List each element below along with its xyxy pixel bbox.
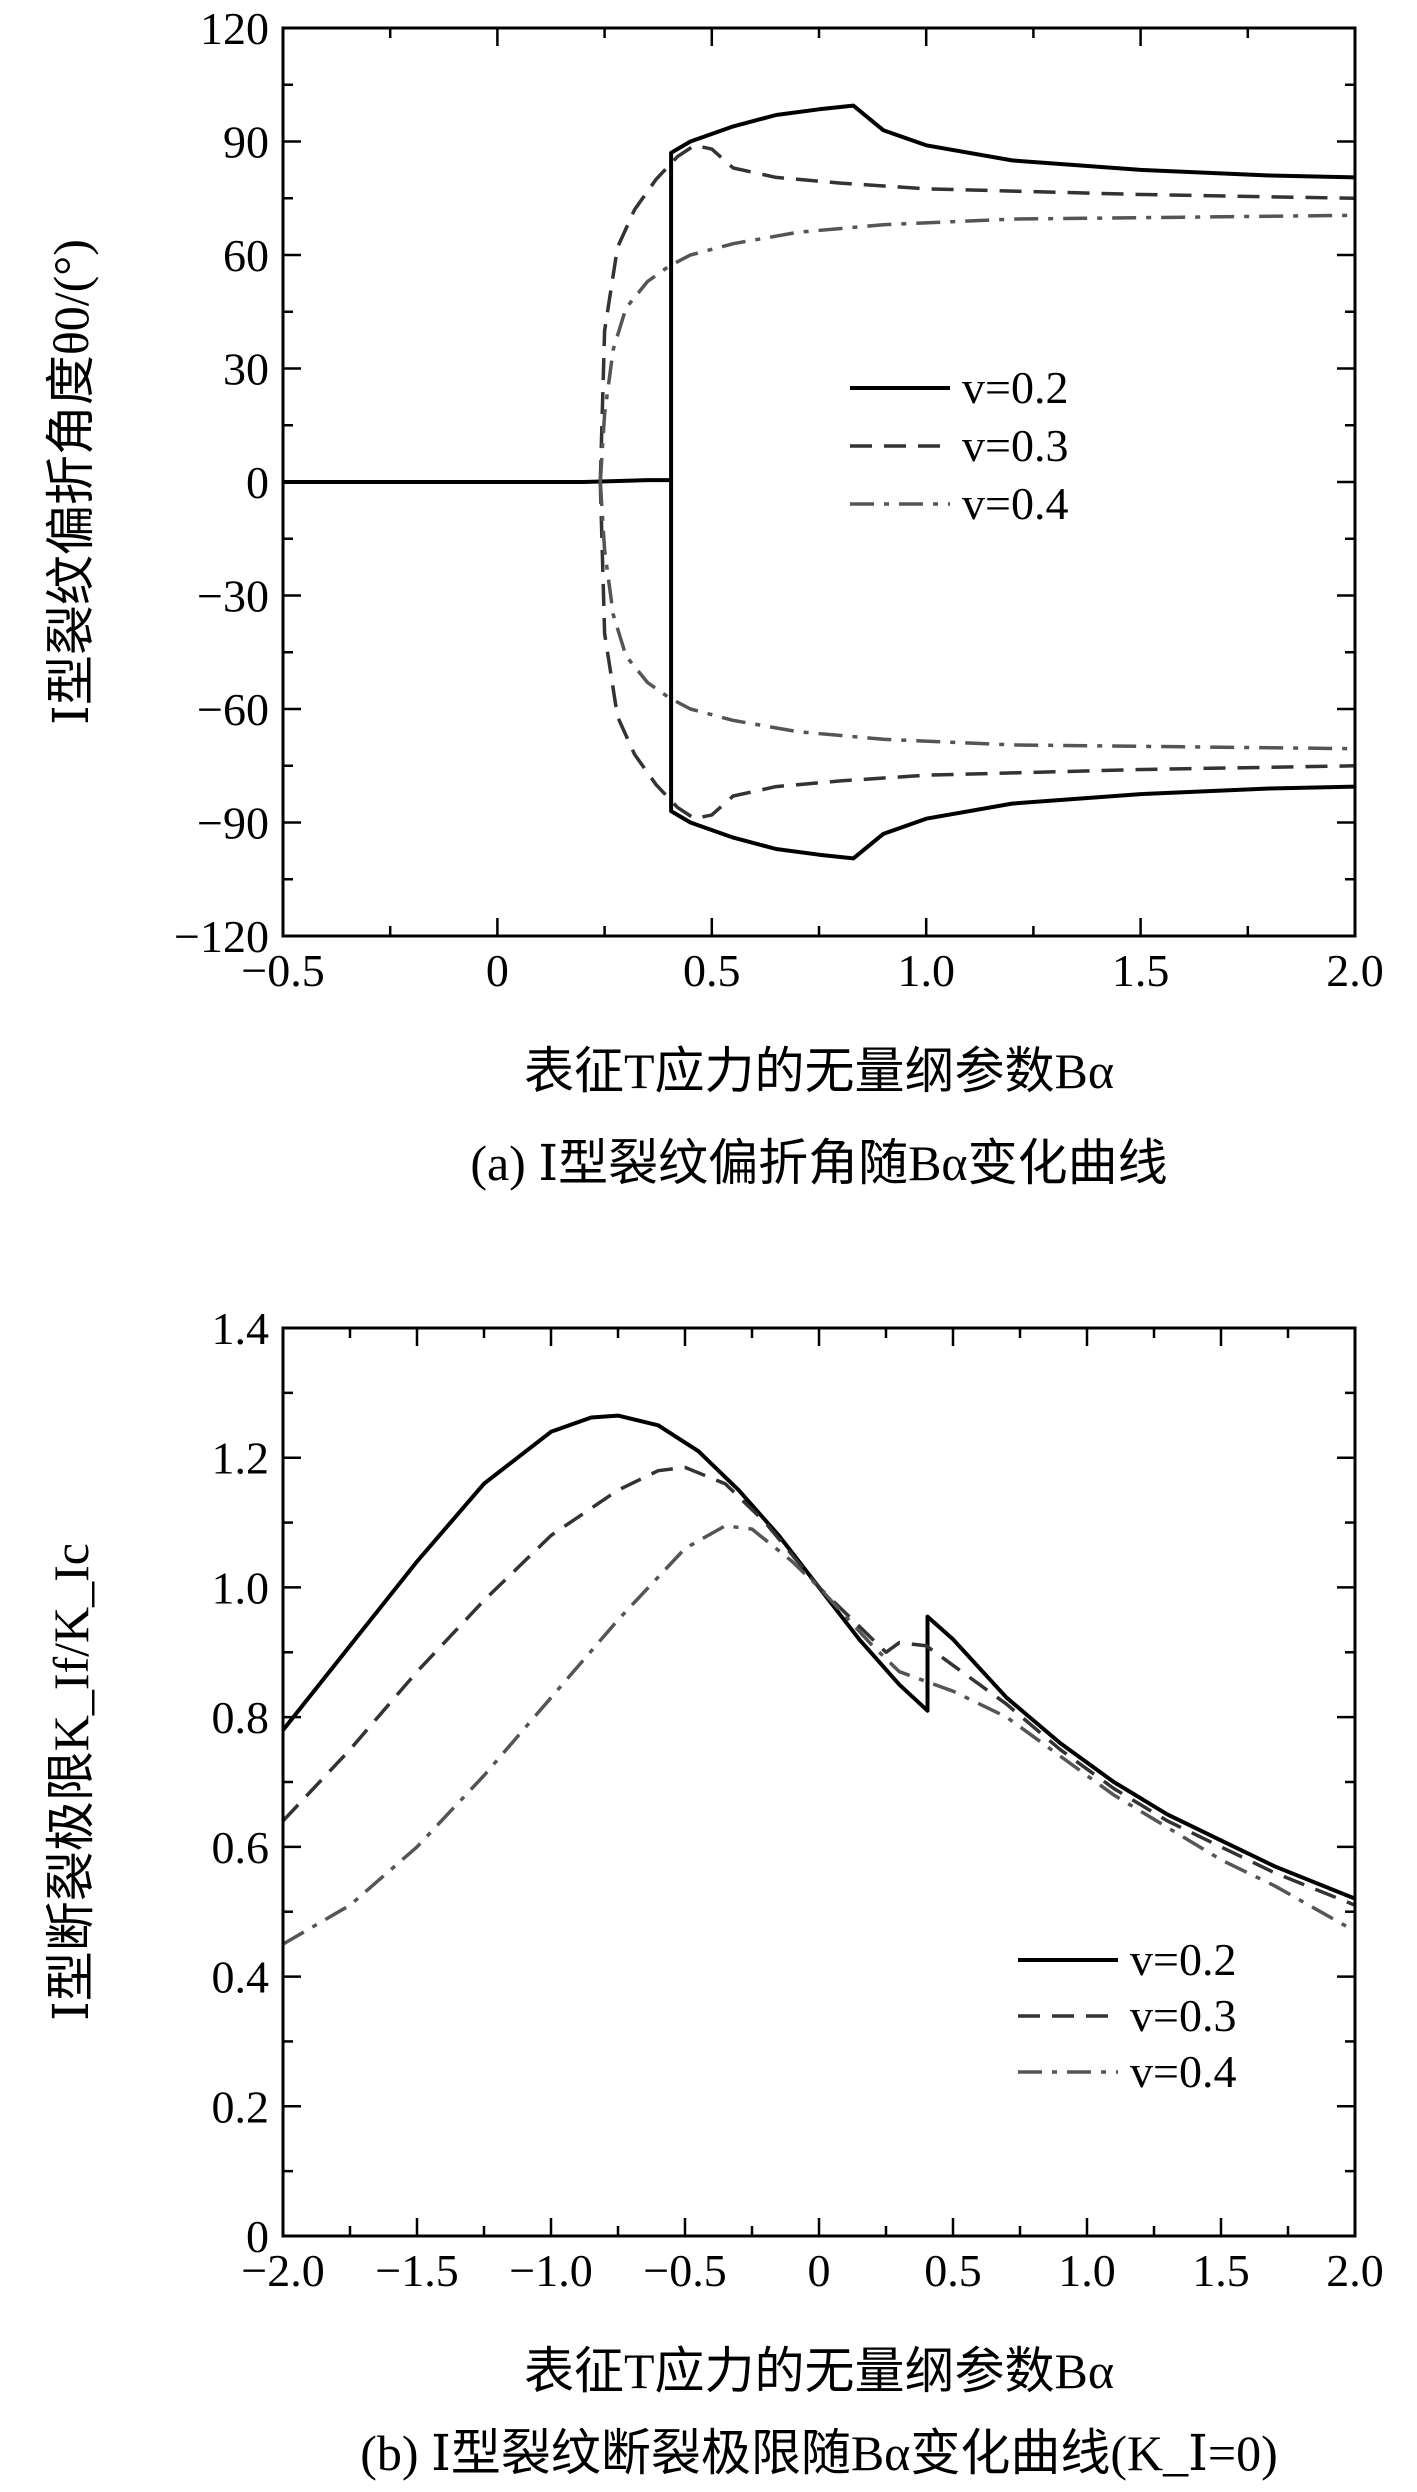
y-tick-label: −90 — [197, 798, 269, 849]
y-tick-label: 0.8 — [212, 1692, 270, 1743]
ticks-a: −0.5 0 0.5 1.0 1.5 2.0 120 90 60 30 0 −30 −60 −90 −120 — [174, 3, 1384, 996]
x-tick-label: −2.0 — [241, 2245, 324, 2296]
x-tick-label: 0.5 — [924, 2245, 982, 2296]
legend-label: v=0.2 — [962, 362, 1068, 413]
chart-a: −0.5 0 0.5 1.0 1.5 2.0 120 90 60 30 0 −30 −60 −90 −120… — [43, 3, 1384, 1191]
x-axis-title-a: 表征T应力的无量纲参数Bα — [524, 1043, 1114, 1099]
y-axis-title-b: Ⅰ型断裂极限K_If/K_Ic — [43, 1543, 99, 2021]
plot-frame-b — [281, 1326, 1357, 2238]
y-tick-label: −30 — [197, 571, 269, 622]
y-axis-title-a: Ⅰ型裂纹偏折角度θ0/(°) — [43, 239, 99, 725]
y-tick-label: 90 — [223, 117, 269, 168]
x-axis-title-b: 表征T应力的无量纲参数Bα — [524, 2343, 1114, 2399]
y-tick-label: 60 — [223, 230, 269, 281]
x-tick-label: −1.0 — [509, 2245, 592, 2296]
y-tick-label: 120 — [200, 3, 269, 54]
series-line-v-02-branch-2 — [669, 482, 1355, 861]
x-tick-label: 1.5 — [1112, 945, 1170, 996]
plot-frame-a — [281, 26, 1357, 938]
series-line-v-03-branch-0 — [283, 1465, 1355, 1907]
ticks-b: −2.0 −1.5 −1.0 −0.5 0 0.5 1.0 1.5 2.0 0 0.2 0.4 0.6 0… — [212, 1303, 1384, 2296]
x-tick-label: −1.5 — [375, 2245, 458, 2296]
series-group-b — [283, 1413, 1355, 1946]
legend-label: v=0.2 — [1130, 1934, 1236, 1985]
legend-label: v=0.3 — [962, 420, 1068, 471]
x-tick-label: 1.0 — [897, 945, 955, 996]
series-line-v-02-branch-0 — [283, 478, 672, 484]
legend-label: v=0.4 — [962, 478, 1068, 529]
x-tick-label: −0.5 — [643, 2245, 726, 2296]
series-line-v-02-branch-0 — [283, 1413, 1355, 1901]
y-tick-label: 0 — [246, 457, 269, 508]
y-tick-label: −60 — [197, 684, 269, 735]
x-tick-label: 1.0 — [1058, 2245, 1116, 2296]
caption-b: (b) Ⅰ型裂纹断裂极限随Bα变化曲线(K_Ⅰ=0) — [360, 2425, 1277, 2481]
y-tick-label: 1.4 — [212, 1303, 270, 1354]
legend-label: v=0.3 — [1130, 1990, 1236, 2041]
series-group-a — [283, 103, 1355, 861]
series-line-v-03-branch-0 — [598, 143, 1355, 483]
y-tick-label: 0.6 — [212, 1822, 270, 1873]
caption-a: (a) Ⅰ型裂纹偏折角随Bα变化曲线 — [470, 1135, 1167, 1191]
legend-a: v=0.2 v=0.3 v=0.4 — [850, 362, 1068, 529]
series-line-v-04-branch-0 — [598, 213, 1355, 483]
y-tick-label: −120 — [174, 911, 269, 962]
y-tick-label: 0.2 — [212, 2081, 270, 2132]
legend-b: v=0.2v=0.3v=0.4 — [1018, 1934, 1236, 2097]
x-tick-label: 0.5 — [683, 945, 741, 996]
x-tick-label: 2.0 — [1326, 2245, 1384, 2296]
series-line-v-04-branch-0 — [283, 1524, 1355, 1946]
series-line-v-04-branch-1 — [598, 481, 1355, 751]
y-tick-label: 1.2 — [212, 1433, 270, 1484]
x-tick-label: −0.5 — [241, 945, 324, 996]
x-tick-label: 0 — [808, 2245, 831, 2296]
y-tick-label: 30 — [223, 344, 269, 395]
x-tick-label: 1.5 — [1192, 2245, 1250, 2296]
y-tick-label: 1.0 — [212, 1562, 270, 1613]
y-tick-label: 0 — [246, 2211, 269, 2262]
x-tick-label: 0 — [486, 945, 509, 996]
legend-label: v=0.4 — [1130, 2046, 1236, 2097]
series-line-v-02-branch-1 — [669, 103, 1355, 482]
y-tick-label: 0.4 — [212, 1952, 270, 2003]
x-tick-label: 2.0 — [1326, 945, 1384, 996]
chart-b: −2.0 −1.5 −1.0 −0.5 0 0.5 1.0 1.5 2.0 0 0.2 0.4 0.6 0… — [43, 1303, 1384, 2481]
series-line-v-03-branch-1 — [598, 481, 1355, 821]
